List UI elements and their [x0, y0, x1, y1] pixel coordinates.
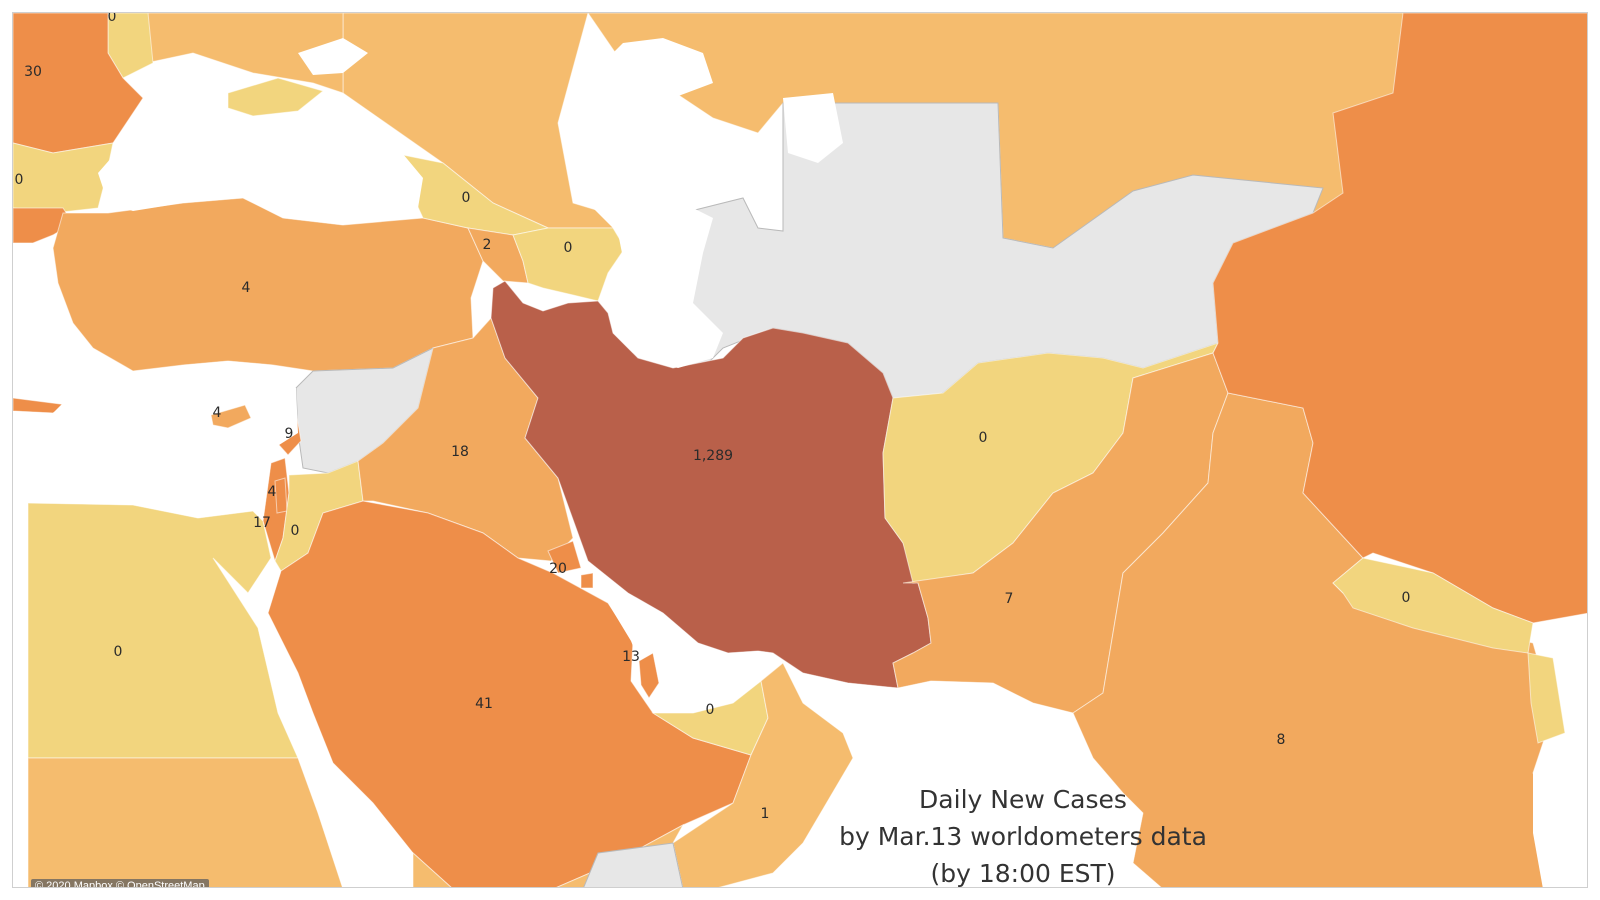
region-egypt[interactable]	[27, 502, 299, 759]
value-label-india: 8	[1277, 732, 1286, 748]
value-label-turkey: 4	[242, 280, 251, 296]
value-label-lebanon: 9	[285, 426, 294, 442]
region-cyprus[interactable]	[210, 404, 252, 429]
value-label-iran: 1,289	[693, 448, 733, 464]
bay-of-bengal	[1533, 753, 1587, 887]
value-label-egypt: 0	[114, 644, 123, 660]
region-turkey[interactable]	[52, 197, 484, 372]
value-label-saudi-arabia: 41	[475, 696, 493, 712]
value-label-jordan: 0	[291, 523, 300, 539]
value-label-moldova: 0	[108, 13, 117, 25]
arabian-sea	[773, 663, 1161, 887]
region-bangladesh[interactable]	[1527, 652, 1566, 744]
map-canvas[interactable]: 1,289 41 30 20 18 17 13 9 8 7 4 4 4 2 1 0 0 0 0 0 0 0 0 0 Daily…	[12, 12, 1588, 888]
value-label-romania: 30	[24, 64, 42, 80]
title-line-1: Daily New Cases	[919, 785, 1127, 814]
value-label-georgia: 0	[462, 190, 471, 206]
choropleth-map[interactable]: 1,289 41 30 20 18 17 13 9 8 7 4 4 4 2 1 0 0 0 0 0 0 0 0 0	[13, 13, 1588, 888]
value-labels: 1,289 41 30 20 18 17 13 9 8 7 4 4 4 2 1 0 0 0 0 0 0 0 0 0	[15, 13, 1411, 822]
aral-sea	[783, 93, 843, 163]
value-label-azerbaijan: 0	[564, 240, 573, 256]
title-line-3: (by 18:00 EST)	[930, 859, 1116, 888]
region-nepal[interactable]	[1332, 557, 1534, 654]
value-label-cyprus: 4	[213, 405, 222, 421]
mediterranean-sea	[13, 361, 298, 521]
value-label-afghanistan: 0	[979, 430, 988, 446]
region-no-data-south	[583, 842, 684, 887]
region-sudan[interactable]	[27, 757, 343, 888]
value-label-oman: 1	[761, 806, 770, 822]
value-label-armenia: 2	[483, 237, 492, 253]
region-bahrain[interactable]	[580, 572, 594, 589]
value-label-israel: 17	[253, 515, 271, 531]
map-title: Daily New Cases by Mar.13 worldometers d…	[813, 781, 1233, 888]
value-label-nepal: 0	[1402, 590, 1411, 606]
value-label-pakistan: 7	[1005, 591, 1014, 607]
caspian-sea	[568, 38, 723, 368]
persian-gulf	[588, 561, 773, 713]
map-attribution[interactable]: © 2020 Mapbox © OpenStreetMap	[31, 879, 209, 887]
red-sea	[248, 558, 413, 887]
region-kuwait[interactable]	[547, 540, 582, 574]
value-label-bulgaria: 0	[15, 172, 24, 188]
value-label-bahrain: 20	[549, 561, 567, 577]
value-label-united-arab-emirates: 0	[706, 702, 715, 718]
value-label-iraq: 18	[451, 444, 469, 460]
region-palestine[interactable]	[274, 477, 288, 514]
value-label-qatar: 13	[622, 649, 640, 665]
value-label-palestine: 4	[268, 484, 277, 500]
region-bulgaria[interactable]	[13, 142, 114, 214]
title-line-2: by Mar.13 worldometers data	[839, 822, 1207, 851]
sea-of-azov	[298, 38, 368, 75]
black-sea	[98, 83, 423, 225]
